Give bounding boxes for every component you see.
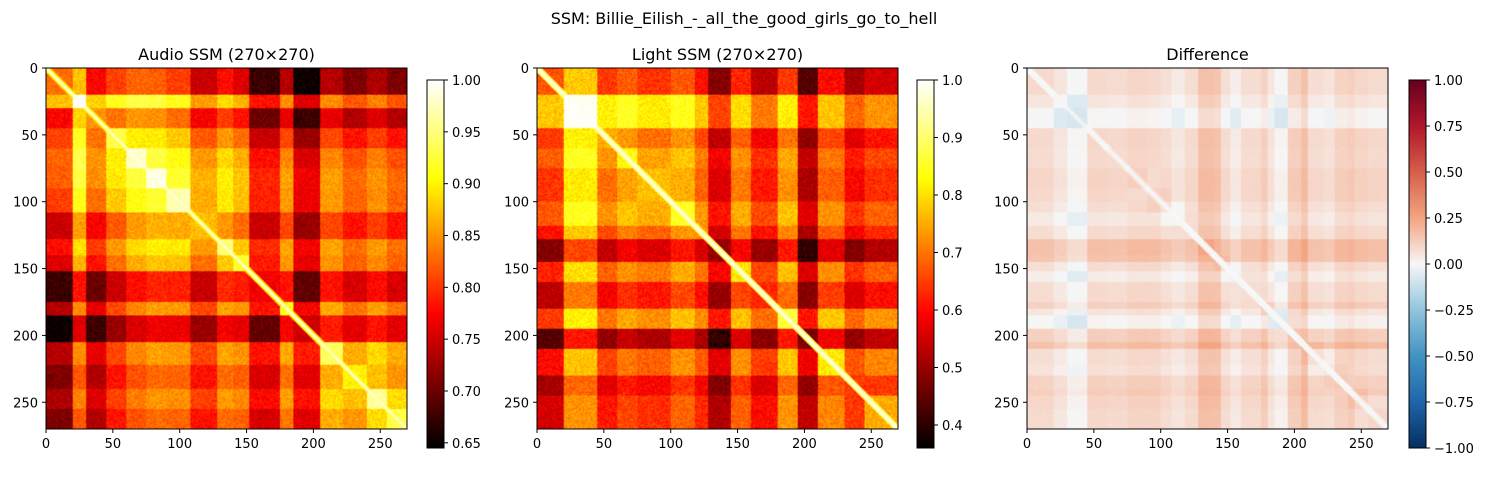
- y-tick-label: 0: [1011, 62, 1019, 77]
- audio-ssm-panel: Audio SSM (270×270) 0 50 100 150 200 250 0 50 10…: [13, 45, 481, 452]
- colorbar-tick-label: 0.25: [1434, 212, 1463, 227]
- colorbar-tick-label: −0.25: [1434, 304, 1474, 319]
- colorbar-tick-label: 1.00: [1434, 74, 1463, 89]
- y-tick-label: 50: [21, 129, 38, 144]
- x-tick-label: 100: [1148, 437, 1173, 452]
- x-tick-label: 250: [859, 437, 884, 452]
- x-tick-label: 200: [792, 437, 817, 452]
- colorbar-tick-label: 1.0: [942, 74, 963, 89]
- colorbar-tick-label: 0.70: [452, 385, 481, 400]
- y-tick-label: 150: [13, 263, 38, 278]
- y-tick-label: 200: [13, 329, 38, 344]
- x-tick-label: 100: [167, 437, 192, 452]
- colorbar-tick-label: 0.00: [1434, 258, 1463, 273]
- axes-frame: [536, 67, 899, 430]
- y-tick-label: 0: [30, 62, 38, 77]
- y-tick-label: 250: [504, 396, 529, 411]
- colorbar-tick-label: 0.50: [1434, 166, 1463, 181]
- x-tick-label: 200: [301, 437, 326, 452]
- y-tick-label: 50: [1002, 129, 1019, 144]
- difference-heatmap: [1027, 68, 1388, 429]
- x-tick-label: 100: [658, 437, 683, 452]
- difference-axes: 0 50 100 150 200 250 0 50 100 150 200 250: [994, 62, 1389, 452]
- colorbar-tick-label: 0.7: [942, 247, 963, 262]
- x-tick-label: 0: [42, 437, 50, 452]
- colorbar-tick-label: 0.5: [942, 362, 963, 377]
- axes-frame: [1026, 67, 1389, 430]
- colorbar-tick-label: 0.8: [942, 189, 963, 204]
- y-tick-label: 200: [504, 329, 529, 344]
- audio-ssm-colorbar: 0.65 0.70 0.75 0.80 0.85 0.90 0.95 1.00: [426, 74, 481, 452]
- difference-title: Difference: [1166, 45, 1248, 64]
- y-tick-label: 150: [994, 263, 1019, 278]
- colorbar-frame: [916, 79, 935, 449]
- colorbar-tick-label: 0.85: [452, 229, 481, 244]
- heatmap-image: [1027, 68, 1388, 429]
- colorbar-tick-label: 0.65: [452, 437, 481, 452]
- audio-ssm-heatmap: [46, 68, 407, 429]
- x-tick-label: 50: [596, 437, 613, 452]
- x-tick-label: 150: [725, 437, 750, 452]
- x-tick-label: 50: [105, 437, 122, 452]
- colorbar-tick-label: 0.80: [452, 281, 481, 296]
- y-tick-label: 50: [512, 129, 529, 144]
- difference-colorbar: 1.00 0.75 0.50 0.25 0.00 −0.25 −0.50 −0.75 −1.00: [1408, 74, 1474, 457]
- colorbar-gradient: [427, 80, 444, 448]
- colorbar-tick-label: 0.75: [1434, 120, 1463, 135]
- colorbar-tick-label: 1.00: [452, 74, 481, 89]
- y-tick-label: 100: [13, 196, 38, 211]
- y-tick-label: 250: [13, 396, 38, 411]
- colorbar-gradient: [917, 80, 934, 448]
- x-tick-label: 200: [1282, 437, 1307, 452]
- audio-ssm-axes: 0 50 100 150 200 250 0 50 100 150 200 250: [13, 62, 408, 452]
- y-tick-label: 150: [504, 263, 529, 278]
- light-ssm-heatmap: [537, 68, 898, 429]
- light-ssm-title: Light SSM (270×270): [632, 45, 803, 64]
- y-tick-label: 100: [994, 196, 1019, 211]
- x-tick-label: 150: [234, 437, 259, 452]
- colorbar-tick-label: −1.00: [1434, 442, 1474, 457]
- audio-ssm-title: Audio SSM (270×270): [138, 45, 315, 64]
- colorbar-tick-label: 0.9: [942, 132, 963, 147]
- heatmap-image: [537, 68, 898, 429]
- x-tick-label: 0: [1023, 437, 1031, 452]
- y-tick-label: 100: [504, 196, 529, 211]
- colorbar-tick-label: 0.95: [452, 126, 481, 141]
- x-tick-label: 250: [368, 437, 393, 452]
- light-ssm-axes: 0 50 100 150 200 250 0 50 100 150 200 250: [504, 62, 899, 452]
- x-tick-label: 50: [1086, 437, 1103, 452]
- colorbar-tick-label: 0.90: [452, 178, 481, 193]
- colorbar-tick-label: 0.4: [942, 419, 963, 434]
- axes-frame: [45, 67, 408, 430]
- colorbar-tick-label: −0.75: [1434, 396, 1474, 411]
- y-tick-label: 0: [521, 62, 529, 77]
- y-tick-label: 250: [994, 396, 1019, 411]
- light-ssm-panel: Light SSM (270×270) 0 50 100 150 200 250 0 50 10…: [504, 45, 963, 452]
- colorbar-tick-label: −0.50: [1434, 350, 1474, 365]
- difference-panel: Difference 0 50 100 150 200 250 0 50 100 150 200 25…: [994, 45, 1474, 457]
- x-tick-label: 0: [533, 437, 541, 452]
- x-tick-label: 250: [1349, 437, 1374, 452]
- colorbar-tick-label: 0.6: [942, 304, 963, 319]
- colorbar-frame: [426, 79, 445, 449]
- figure-suptitle: SSM: Billie_Eilish_-_all_the_good_girls_…: [551, 9, 938, 29]
- colorbar-gradient: [1409, 80, 1426, 448]
- y-tick-label: 200: [994, 329, 1019, 344]
- light-ssm-colorbar: 0.4 0.5 0.6 0.7 0.8 0.9 1.0: [916, 74, 963, 449]
- heatmap-image: [46, 68, 407, 429]
- x-tick-label: 150: [1215, 437, 1240, 452]
- colorbar-tick-label: 0.75: [452, 333, 481, 348]
